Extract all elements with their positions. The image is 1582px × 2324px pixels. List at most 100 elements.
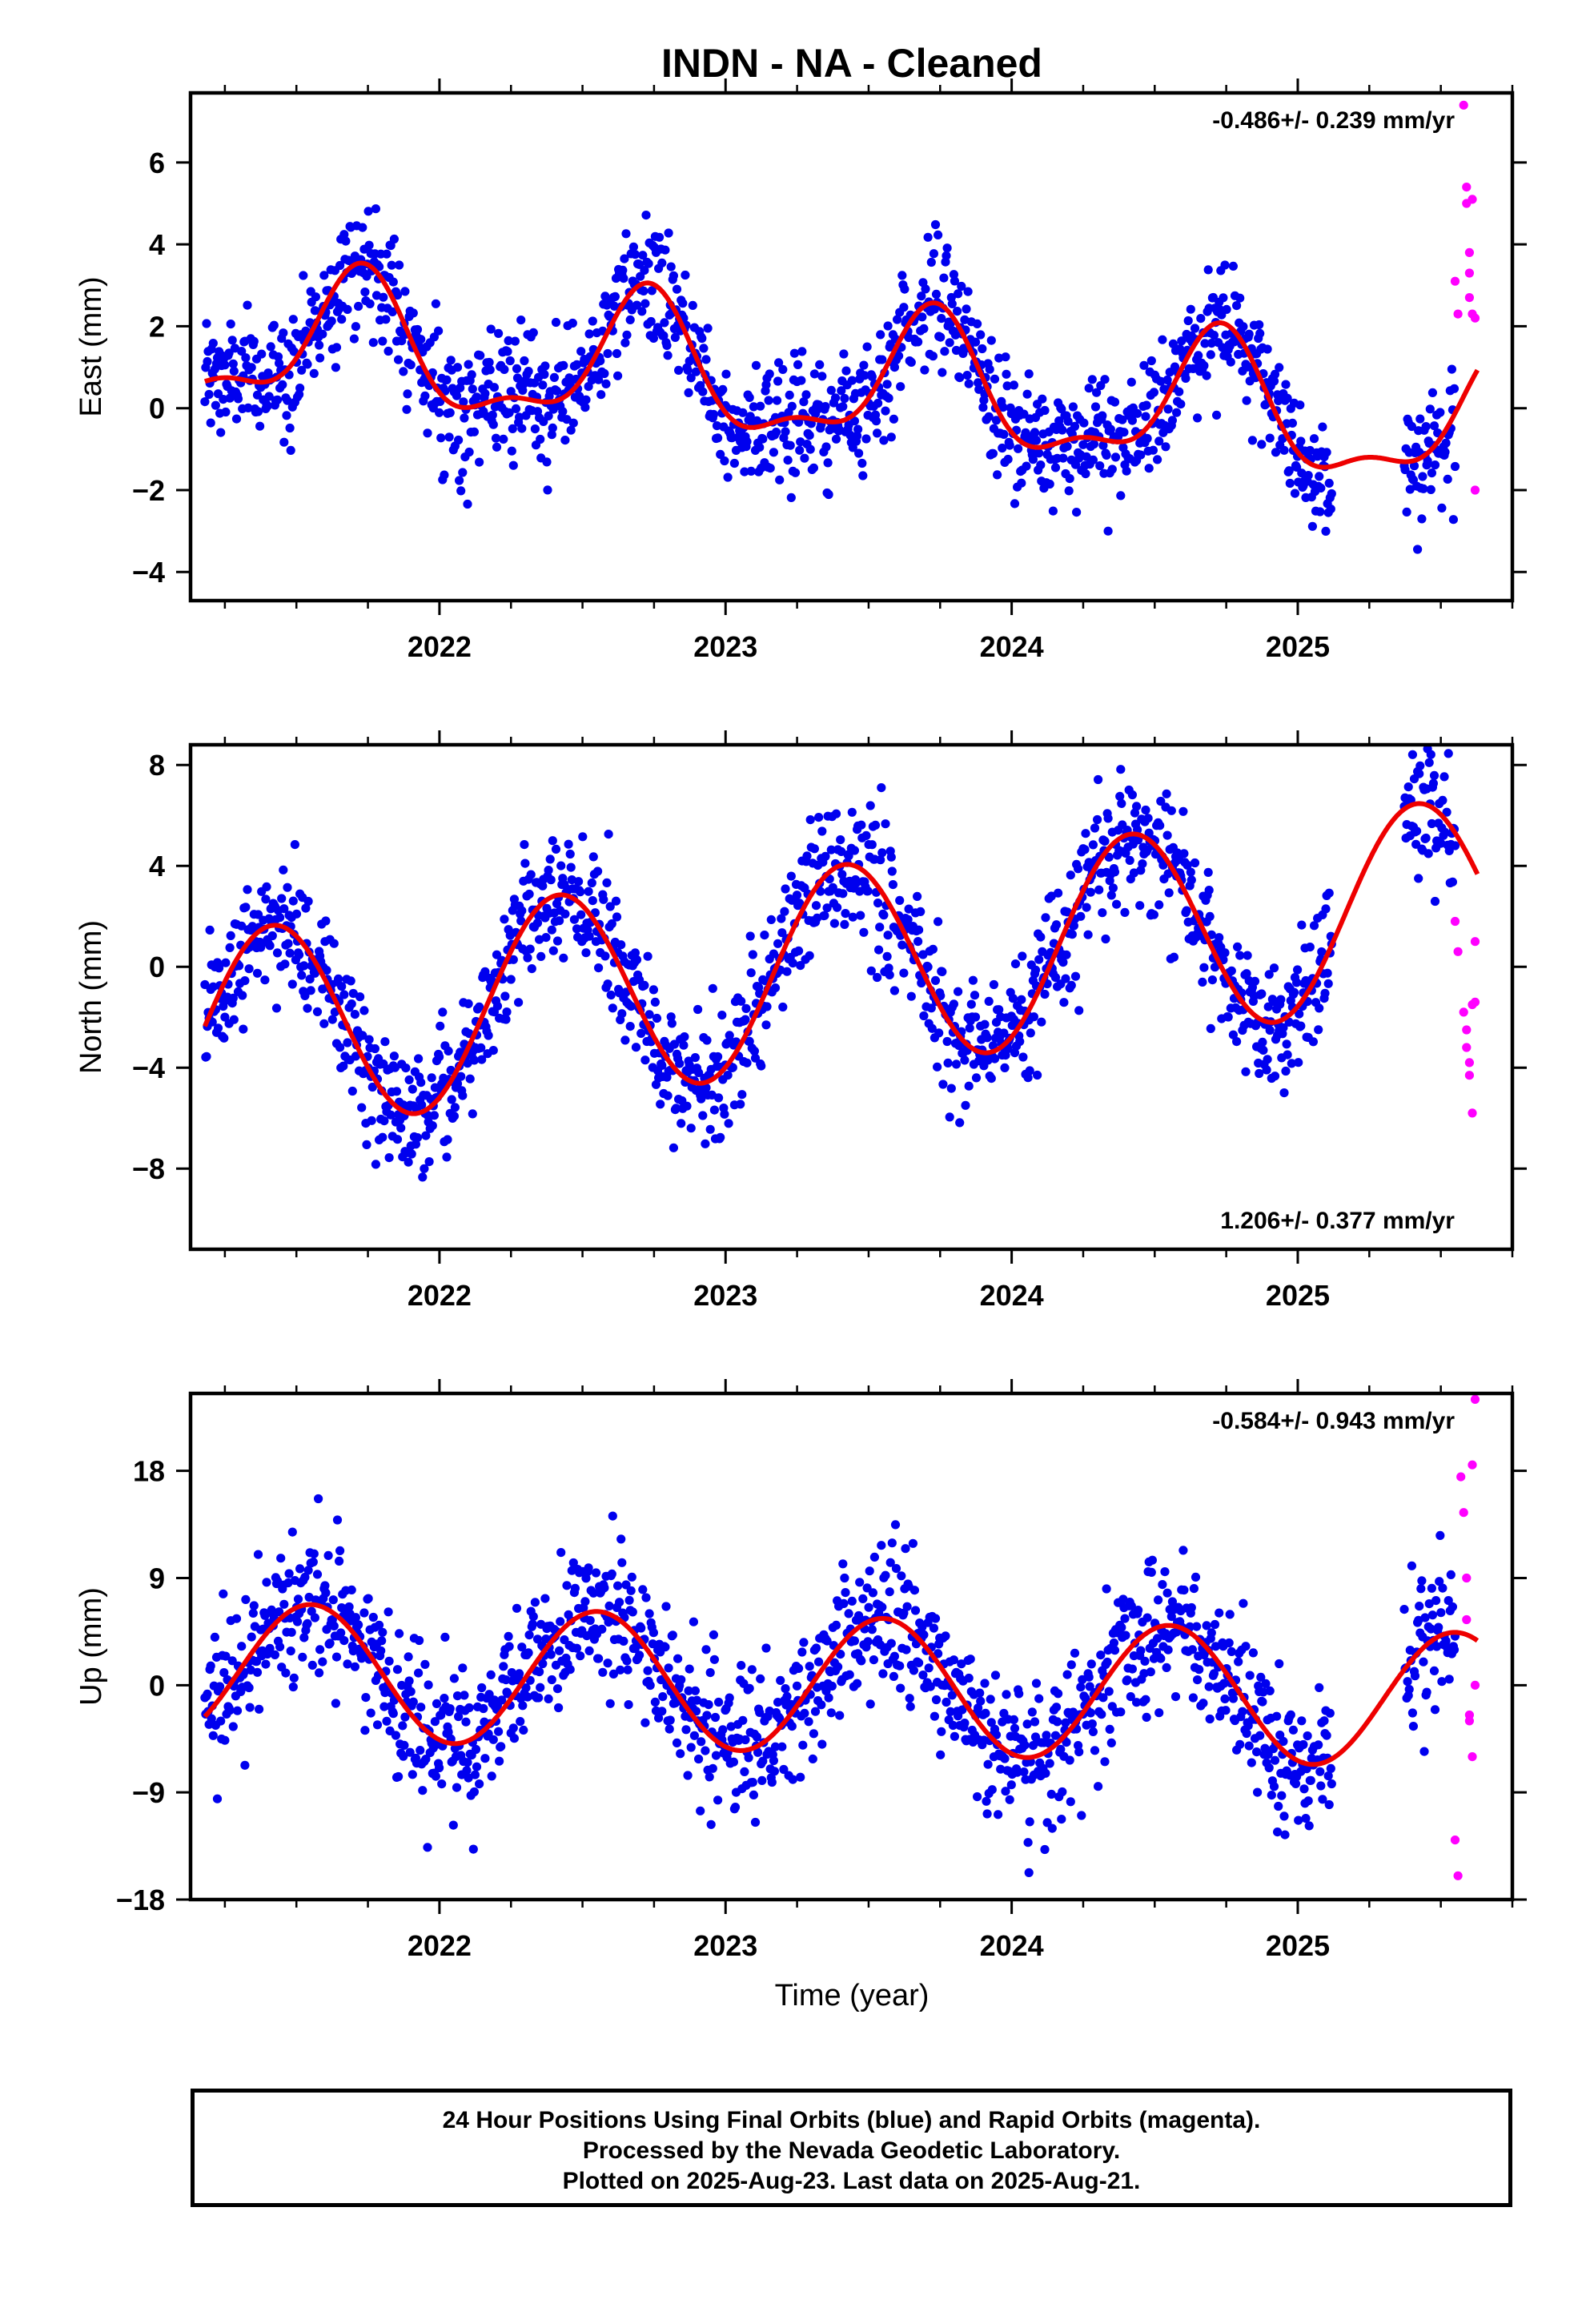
north-final-point — [1297, 920, 1307, 930]
north-rapid-point — [1470, 937, 1480, 947]
up-final-point — [331, 1652, 342, 1662]
up-final-point — [868, 1588, 877, 1598]
up-final-point — [576, 1651, 585, 1661]
north-final-point — [569, 915, 580, 924]
east-rate-label: -0.486+/- 0.239 mm/yr — [1212, 107, 1455, 134]
east-final-point — [360, 287, 370, 297]
east-final-point — [365, 299, 375, 308]
east-final-point — [1322, 448, 1331, 457]
north-final-point — [666, 1012, 676, 1022]
up-final-point — [1227, 1647, 1236, 1656]
north-final-point — [1164, 888, 1174, 898]
east-final-point — [476, 351, 485, 360]
up-final-point — [987, 1785, 997, 1795]
east-final-point — [1009, 380, 1018, 390]
up-final-point — [741, 1735, 750, 1745]
east-final-point — [1017, 478, 1026, 488]
north-final-point — [717, 1011, 727, 1020]
up-final-point — [901, 1645, 911, 1655]
east-final-point — [1022, 461, 1031, 471]
north-rapid-point — [1464, 1071, 1474, 1080]
north-final-point — [1067, 930, 1077, 939]
up-final-point — [1189, 1584, 1199, 1594]
east-final-point — [547, 430, 556, 440]
east-final-point — [1181, 373, 1191, 383]
up-final-point — [347, 1585, 356, 1594]
north-final-point — [1010, 959, 1021, 969]
north-final-point — [1088, 840, 1098, 850]
up-final-point — [1272, 1711, 1282, 1721]
east-final-point — [955, 373, 965, 383]
east-final-point — [279, 437, 289, 447]
up-final-point — [643, 1666, 652, 1675]
up-final-point — [689, 1731, 700, 1740]
north-final-point — [796, 961, 805, 971]
up-final-point — [705, 1772, 714, 1782]
east-final-point — [283, 396, 292, 405]
up-final-point — [363, 1594, 373, 1603]
east-final-point — [660, 318, 669, 328]
up-final-point — [841, 1588, 850, 1598]
east-final-point — [940, 347, 950, 356]
east-final-point — [906, 357, 916, 367]
east-final-point — [786, 493, 796, 503]
east-final-point — [988, 448, 998, 458]
east-final-point — [678, 299, 688, 308]
east-final-point — [1402, 507, 1411, 517]
north-final-point — [1433, 727, 1442, 736]
north-final-point — [1320, 988, 1330, 998]
up-final-point — [516, 1717, 525, 1727]
east-final-point — [934, 230, 943, 239]
north-final-point — [829, 919, 839, 928]
east-final-point — [1303, 471, 1313, 480]
up-final-point — [523, 1692, 532, 1702]
east-final-point — [686, 373, 696, 383]
up-final-point — [519, 1725, 528, 1735]
up-final-point — [845, 1670, 854, 1679]
east-final-point — [1048, 506, 1058, 516]
up-final-point — [616, 1534, 626, 1544]
up-final-point — [416, 1746, 425, 1755]
north-final-point — [844, 851, 853, 861]
up-final-point — [761, 1643, 771, 1653]
up-final-point — [982, 1796, 991, 1806]
up-final-point — [1247, 1758, 1256, 1767]
east-final-point — [1034, 448, 1044, 458]
north-final-point — [1101, 934, 1110, 944]
north-final-point — [576, 910, 586, 919]
north-final-point — [1127, 790, 1137, 800]
north-final-point — [919, 1011, 929, 1021]
east-final-point — [1122, 466, 1131, 476]
east-final-point — [738, 408, 748, 417]
east-final-point — [327, 316, 336, 326]
north-final-point — [1033, 1070, 1042, 1080]
up-final-point — [1160, 1567, 1170, 1577]
up-final-point — [905, 1694, 914, 1703]
up-final-point — [792, 1681, 802, 1691]
north-final-point — [384, 1153, 394, 1163]
north-final-point — [698, 1111, 708, 1120]
east-final-point — [801, 390, 811, 400]
north-final-point — [748, 950, 757, 959]
east-final-point — [845, 430, 855, 440]
up-final-point — [1193, 1675, 1203, 1685]
up-final-point — [420, 1659, 430, 1669]
up-final-point — [1446, 1570, 1456, 1579]
up-final-point — [528, 1619, 537, 1629]
north-final-point — [644, 1010, 654, 1019]
east-final-point — [515, 412, 524, 422]
up-final-point — [1102, 1657, 1112, 1667]
north-final-point — [414, 1054, 424, 1063]
north-final-point — [392, 1135, 403, 1144]
up-final-point — [738, 1715, 748, 1725]
north-final-point — [709, 1105, 720, 1115]
up-final-point — [788, 1775, 797, 1784]
up-final-point — [1315, 1683, 1324, 1692]
east-axes-frame — [188, 90, 1515, 603]
east-final-point — [672, 284, 682, 294]
up-final-point — [672, 1738, 682, 1747]
east-final-point — [774, 358, 784, 368]
east-final-point — [1003, 454, 1013, 464]
up-final-point — [515, 1669, 524, 1679]
up-final-point — [394, 1771, 404, 1782]
